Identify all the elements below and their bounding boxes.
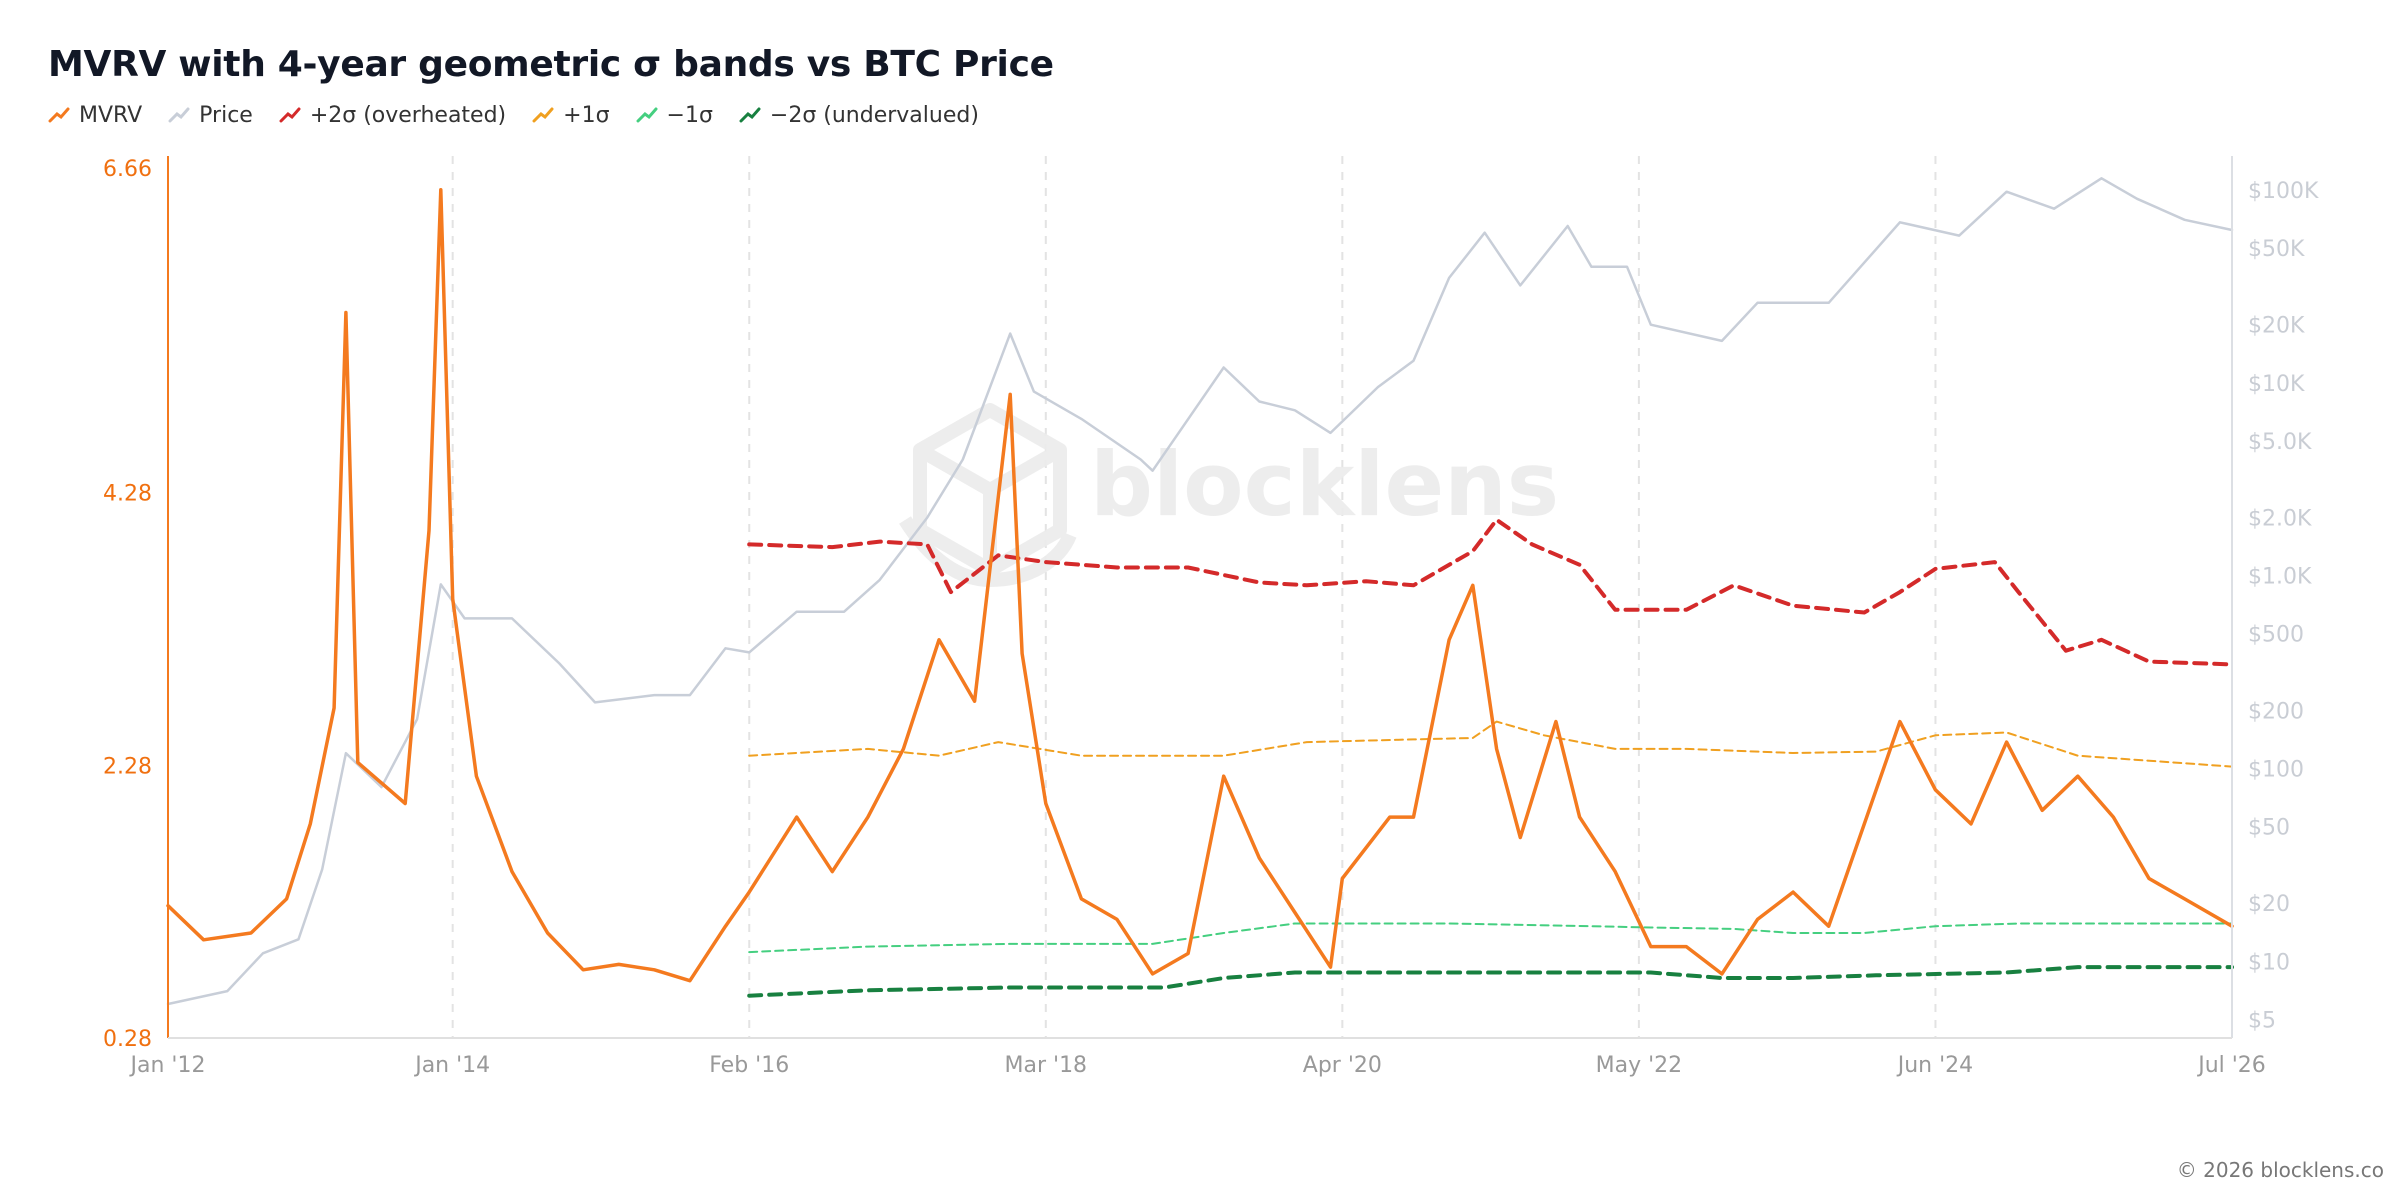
y-right-tick-label: $50 (2248, 815, 2290, 840)
y-left-tick-label: 6.66 (103, 157, 152, 182)
legend-label: −1σ (666, 102, 713, 128)
y-left-tick-label: 4.28 (103, 482, 152, 507)
y-right-tick-label: $100 (2248, 757, 2304, 782)
x-tick-label: Jan '12 (129, 1053, 206, 1078)
watermark: blocklens (899, 403, 1559, 587)
chart-title: MVRV with 4-year geometric σ bands vs BT… (48, 44, 1054, 85)
legend-label: Price (199, 102, 253, 128)
legend-label: +2σ (overheated) (309, 102, 507, 128)
x-tick-label: Jul '26 (2196, 1053, 2266, 1078)
legend-label: MVRV (79, 102, 143, 128)
x-tick-label: Feb '16 (709, 1053, 789, 1078)
series-line-minus1 (748, 922, 2233, 954)
y-right-tick-label: $20K (2248, 314, 2305, 339)
legend-label: −2σ (undervalued) (769, 102, 979, 128)
y-right-tick-label: $200 (2248, 699, 2304, 724)
axes: 6.66 4.28 2.28 0.28 $100K $50K $20K $10K $5.0K $2… (103, 156, 2319, 1078)
legend-item-minus1[interactable]: −1σ (636, 103, 713, 128)
series-line-price (166, 177, 2234, 1006)
watermark-text: blocklens (1090, 433, 1559, 536)
y-right-tick-label: $50K (2248, 237, 2305, 262)
y-right-tick-label: $20 (2248, 892, 2290, 917)
legend-item-plus1[interactable]: +1σ (532, 102, 610, 128)
y-right-tick-label: $10 (2248, 950, 2290, 975)
x-tick-label: Mar '18 (1005, 1053, 1088, 1078)
legend-swatch-icon (739, 107, 761, 123)
legend-item-mvrv[interactable]: MVRV (48, 103, 142, 128)
series-line-plus2 (747, 517, 2234, 667)
footer-credit: © 2026 blocklens.co (2176, 1158, 2384, 1182)
legend-item-plus2[interactable]: +2σ (overheated) (279, 103, 506, 128)
y-right-tick-label: $500 (2248, 623, 2304, 648)
grid-lines (451, 156, 2233, 1038)
legend-swatch-icon (279, 107, 301, 123)
series-line-mvrv (166, 188, 2234, 983)
y-right-tick-label: $2.0K (2248, 507, 2312, 532)
series-layer (166, 177, 2234, 1006)
x-tick-label: Jan '14 (413, 1053, 490, 1078)
y-left-tick-label: 2.28 (103, 754, 152, 779)
legend-swatch-icon (168, 107, 190, 123)
x-tick-label: Apr '20 (1303, 1053, 1382, 1078)
x-tick-label: May '22 (1596, 1053, 1683, 1078)
y-right-tick-label: $1.0K (2248, 565, 2312, 590)
y-right-tick-label: $10K (2248, 372, 2305, 397)
series-line-plus1 (748, 720, 2233, 768)
y-right-tick-label: $5 (2248, 1008, 2276, 1033)
legend-swatch-icon (48, 107, 70, 123)
legend-swatch-icon (636, 107, 658, 123)
legend-item-minus2[interactable]: −2σ (undervalued) (739, 103, 979, 128)
series-line-minus2 (747, 965, 2234, 998)
legend: MVRV Price +2σ (overheated) +1σ −1σ −2σ (unde… (48, 100, 1005, 130)
y-right-tick-label: $100K (2248, 179, 2319, 204)
legend-label: +1σ (563, 102, 610, 128)
legend-item-price[interactable]: Price (168, 103, 253, 128)
y-left-tick-label: 0.28 (103, 1027, 152, 1052)
legend-swatch-icon (532, 107, 554, 123)
y-right-tick-label: $5.0K (2248, 430, 2312, 455)
x-tick-label: Jun '24 (1896, 1053, 1973, 1078)
